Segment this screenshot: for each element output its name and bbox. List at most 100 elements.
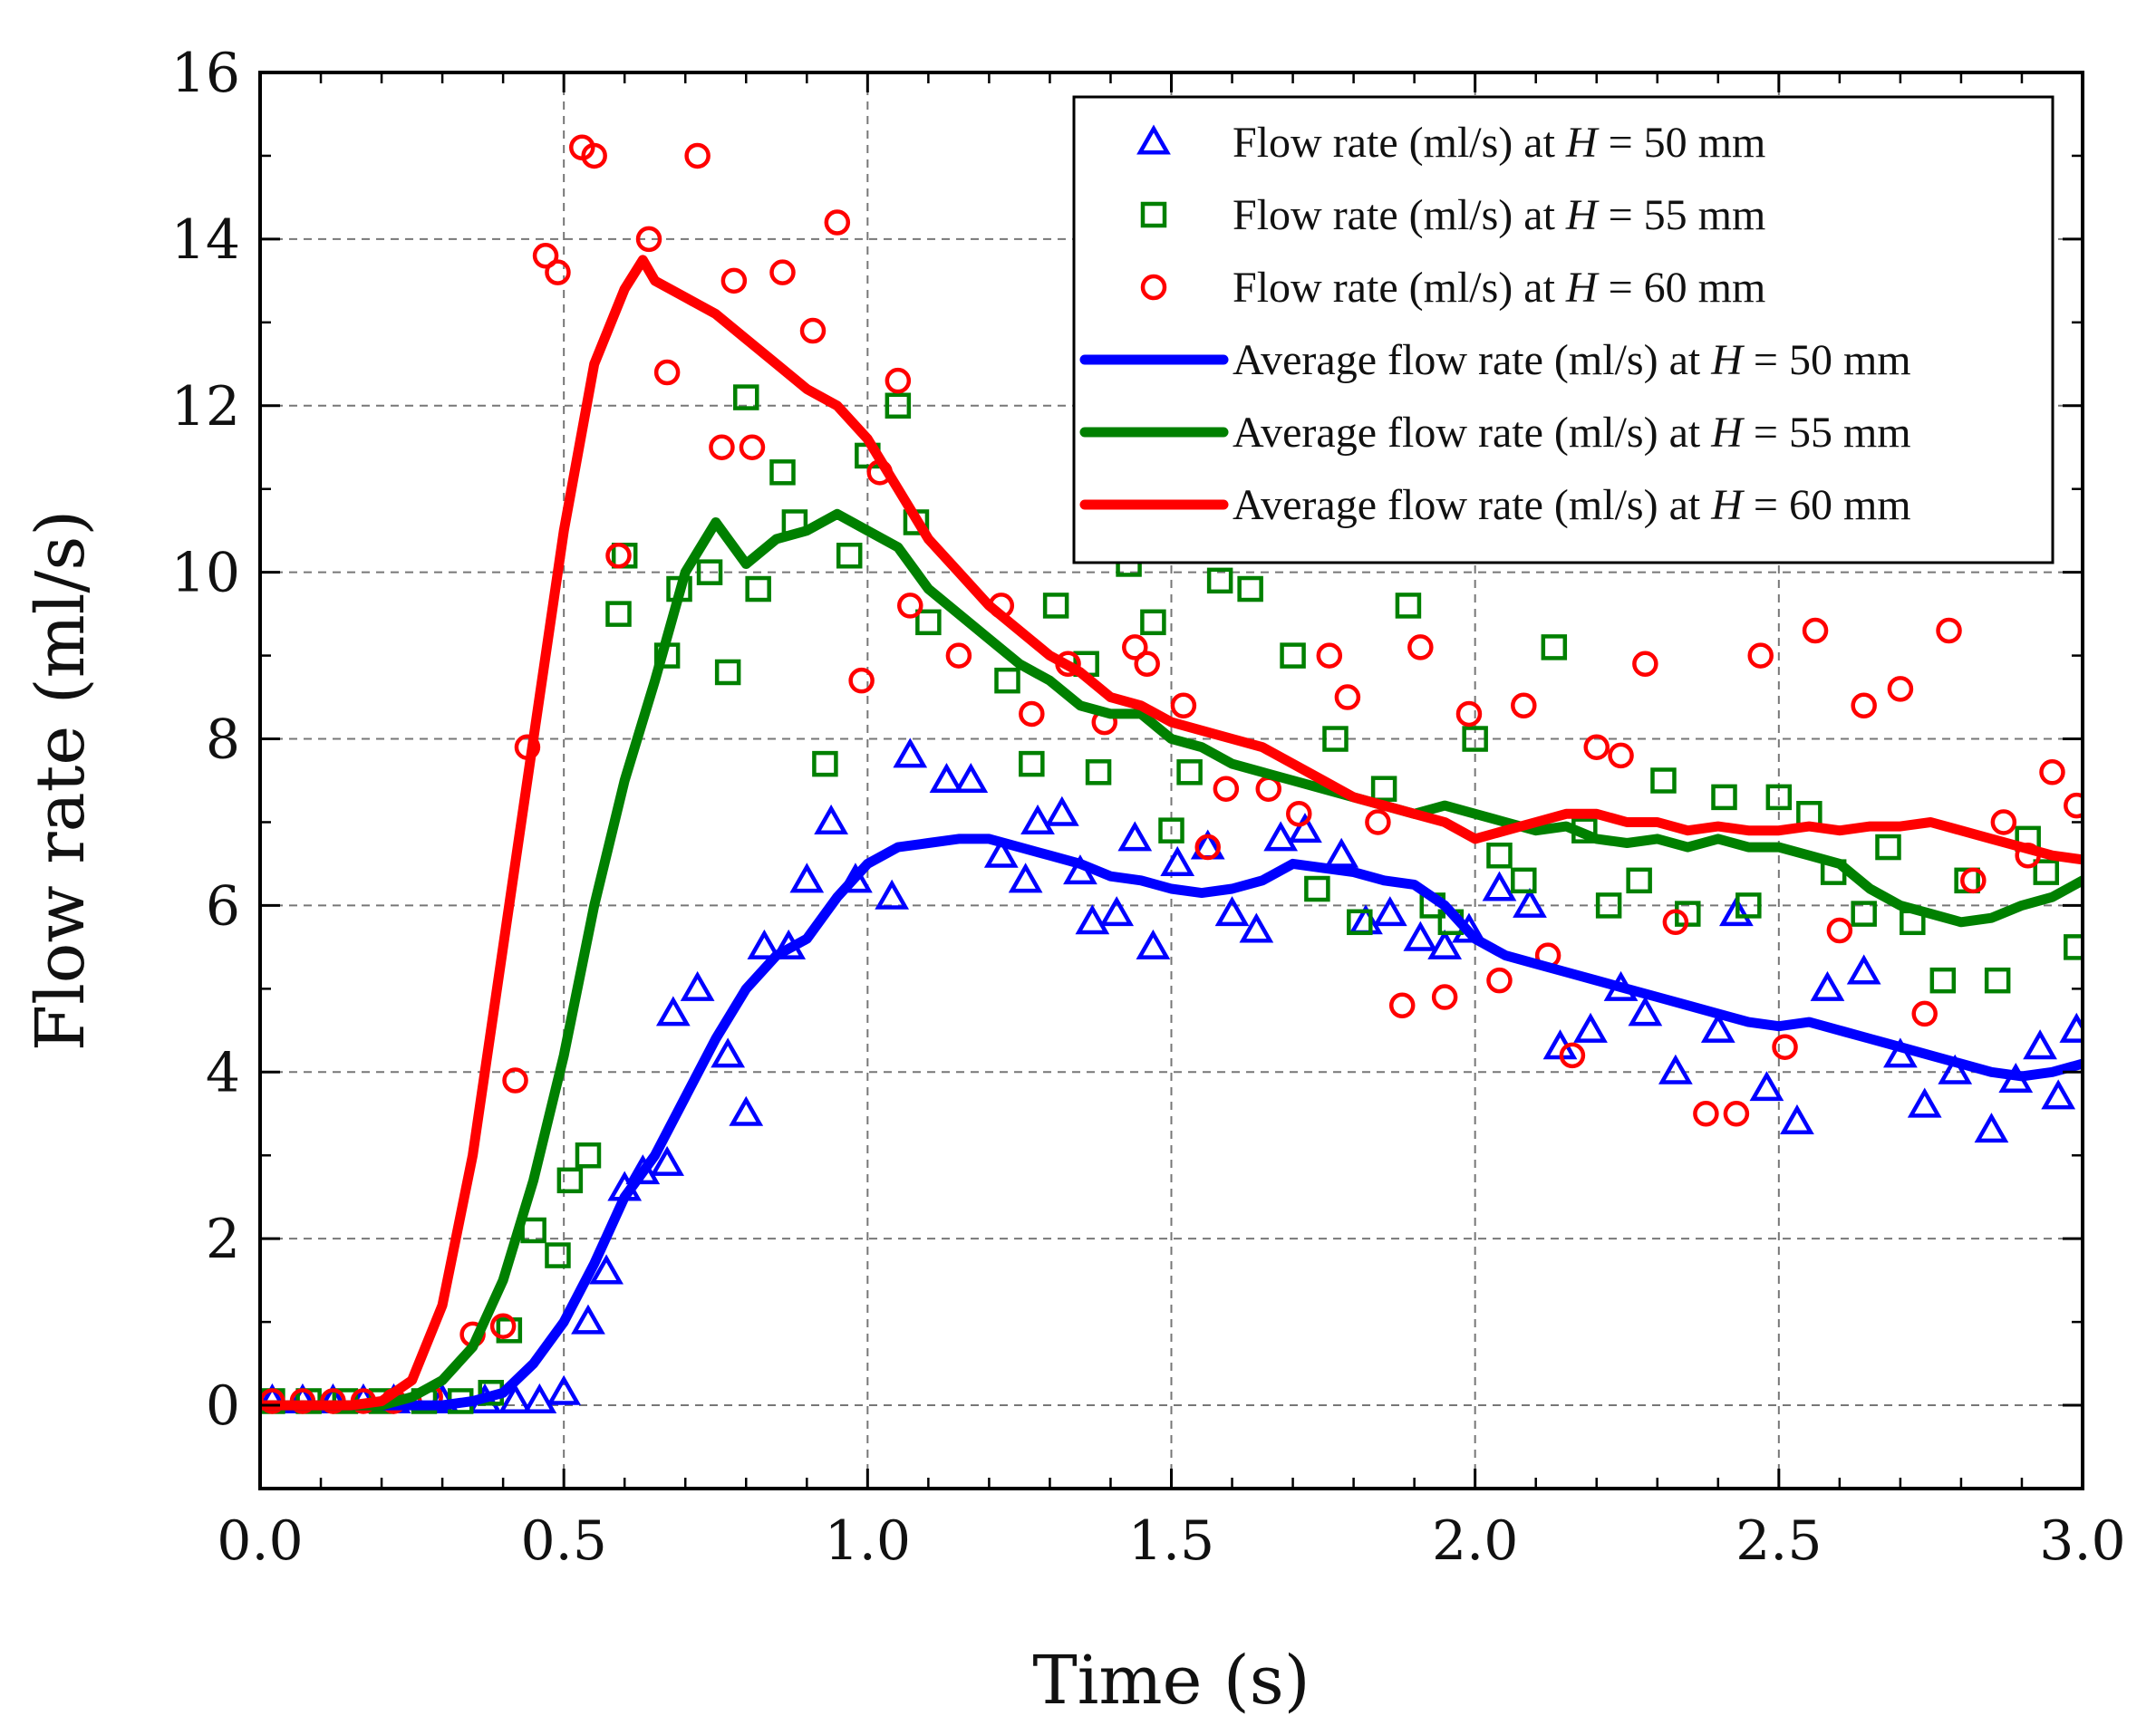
circle-point	[1960, 867, 1987, 894]
triangle-point	[1288, 813, 1322, 843]
square-point	[696, 559, 723, 585]
square-point	[2033, 859, 2060, 885]
circle-point	[1388, 992, 1416, 1018]
triangle-point	[1658, 1054, 1693, 1084]
triangle-point	[1214, 896, 1250, 927]
circle-point	[1486, 967, 1513, 994]
legend-label-suffix: = 55 mm	[1598, 191, 1766, 239]
circle-point	[1723, 1101, 1750, 1127]
average-line-3	[260, 255, 2083, 1411]
y-tick-label: 8	[206, 708, 240, 772]
circle-point	[1662, 909, 1689, 936]
circle-point	[1194, 834, 1221, 861]
legend-label-prefix: Flow rate (ml/s) at	[1233, 264, 1566, 312]
triangle-point	[789, 863, 825, 893]
triangle-point	[814, 804, 848, 834]
legend-label: Average flow rate (ml/s) at H = 50 mm	[1233, 336, 1911, 384]
circle-point	[1772, 1034, 1798, 1060]
triangle-point	[1974, 1113, 2009, 1143]
y-axis-title: Flow rate (ml/s)	[22, 510, 100, 1051]
x-tick-label: 2.5	[1735, 1509, 1822, 1573]
triangle-point	[1938, 1054, 1973, 1084]
triangle-point	[1160, 845, 1195, 876]
square-point	[885, 392, 912, 419]
legend-label: Average flow rate (ml/s) at H = 60 mm	[1233, 481, 1911, 529]
circle-point	[848, 667, 875, 694]
circle-point	[635, 226, 662, 253]
square-point	[1085, 759, 1112, 786]
legend-entry-4: Average flow rate (ml/s) at H = 50 mm	[1079, 336, 1911, 384]
triangle-point	[1427, 929, 1463, 959]
legend-label-variable: H	[1565, 119, 1600, 167]
circle-point	[1911, 1000, 1938, 1027]
circle-point	[1802, 617, 1829, 644]
triangle-point	[1846, 954, 1881, 985]
legend-entry-3: Flow rate (ml/s) at H = 60 mm	[1140, 264, 1765, 312]
triangle-point	[747, 929, 782, 959]
triangle-point	[2023, 1029, 2057, 1060]
square-point	[1206, 567, 1233, 594]
square-point	[812, 750, 838, 777]
triangle-point	[1263, 821, 1299, 852]
circle-point	[799, 317, 827, 344]
triangle-point	[893, 737, 928, 768]
y-tick-label: 2	[206, 1208, 240, 1271]
y-tick-label: 10	[171, 542, 240, 605]
legend-label-suffix: = 50 mm	[1743, 336, 1911, 384]
circle-point	[824, 209, 851, 236]
circle-point	[581, 142, 607, 169]
square-point	[733, 384, 759, 410]
circle-point	[897, 593, 923, 619]
circle-point	[684, 142, 711, 169]
tick-layer: 0.0 0.5 1.0 1.5 2.0 2.5 3.0 0 2 4 6 8 10 12 14 16	[171, 42, 2126, 1573]
triangle-point	[571, 1304, 605, 1335]
y-tick-label: 12	[171, 375, 240, 439]
circle-point	[1407, 634, 1434, 660]
square-point	[994, 667, 1020, 694]
circle-point	[1365, 809, 1391, 835]
x-axis-title: Time (s)	[1032, 1642, 1310, 1720]
legend-label-prefix: Flow rate (ml/s) at	[1233, 191, 1566, 239]
legend-label-variable: H	[1710, 409, 1745, 457]
series-layer	[260, 134, 2083, 1414]
square-point	[1541, 634, 1568, 660]
x-tick-label: 2.0	[1432, 1509, 1518, 1573]
circle-point	[1632, 651, 1658, 678]
square-point	[1735, 892, 1762, 919]
x-tick-label: 0.0	[217, 1509, 303, 1573]
triangle-point	[1239, 912, 1274, 943]
y-tick-label: 4	[206, 1041, 240, 1104]
triangle-point	[650, 1145, 685, 1176]
triangle-point	[1907, 1087, 1942, 1118]
triangle-point	[875, 879, 910, 910]
legend-entry-6: Average flow rate (ml/s) at H = 60 mm	[1079, 481, 1911, 529]
square-point	[1711, 784, 1737, 811]
legend-label-prefix: Flow rate (ml/s) at	[1233, 119, 1566, 167]
circle-point	[605, 543, 632, 569]
square-point	[605, 601, 632, 627]
circle-point	[1286, 801, 1312, 827]
legend-label: Average flow rate (ml/s) at H = 55 mm	[1233, 409, 1911, 457]
square-point	[915, 609, 942, 636]
square-point	[745, 575, 771, 602]
triangle-point	[1020, 804, 1055, 834]
legend-label-variable: H	[1565, 264, 1600, 312]
legend-triangle-swatch	[1136, 124, 1171, 155]
circle-point	[1431, 984, 1458, 1010]
triangle-point	[1044, 795, 1079, 826]
circle-point	[1455, 700, 1483, 728]
square-point	[1019, 750, 1045, 777]
square-point	[2064, 934, 2083, 960]
legend-label-variable: H	[1565, 191, 1600, 239]
circle-point	[489, 1313, 517, 1339]
square-point	[1650, 767, 1677, 794]
triangle-point	[1573, 1012, 1608, 1043]
y-tick-label: 14	[171, 208, 240, 272]
square-point	[1462, 726, 1488, 752]
circle-point	[1334, 684, 1361, 710]
x-tick-label: 0.5	[520, 1509, 606, 1573]
circle-point	[1583, 734, 1610, 760]
x-tick-label: 1.5	[1128, 1509, 1214, 1573]
square-point	[1595, 892, 1622, 919]
legend-label-suffix: = 60 mm	[1743, 481, 1911, 529]
